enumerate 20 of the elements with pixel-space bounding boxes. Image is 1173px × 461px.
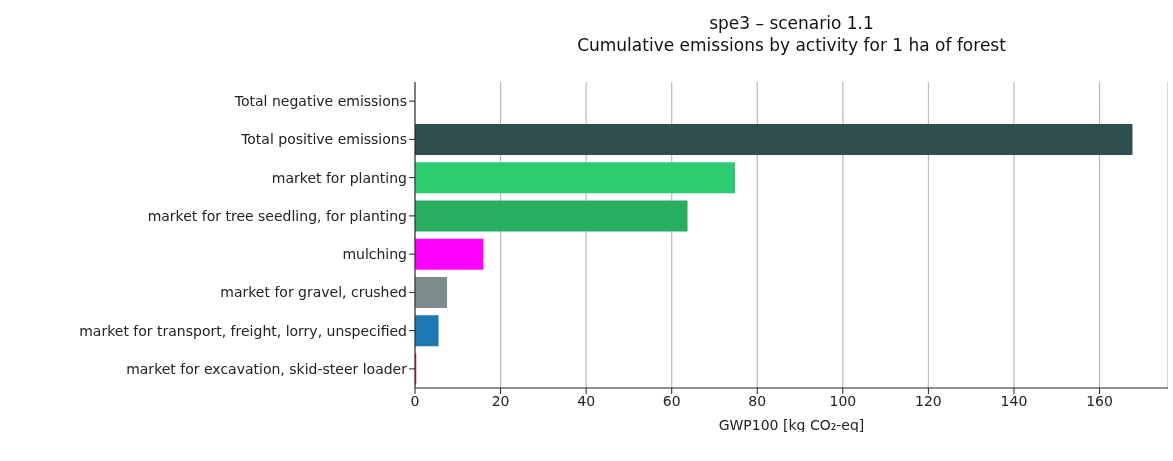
x-tick-label: 160 xyxy=(1086,392,1113,409)
chart-subtitle: Cumulative emissions by activity for 1 ha of forest xyxy=(576,34,1007,56)
x-axis-title: GWP100 [kg CO₂-eq] xyxy=(718,417,865,433)
x-tick-label: 120 xyxy=(915,392,942,409)
y-tick-label: market for tree seedling, for planting xyxy=(147,207,407,224)
y-tick-label: mulching xyxy=(342,246,407,263)
y-tick-label: market for transport, freight, lorry, unspecified xyxy=(79,322,407,339)
x-tick-label: 80 xyxy=(748,392,767,409)
y-tick-label: Total positive emissions xyxy=(240,131,407,148)
y-tick-label: Total negative emissions xyxy=(233,93,407,110)
y-tick-label: market for planting xyxy=(271,169,407,186)
x-tick-label: 0 xyxy=(410,392,420,409)
y-tick-label: market for gravel, crushed xyxy=(220,284,407,301)
x-tick-label: 20 xyxy=(491,392,510,409)
x-tick-label: 40 xyxy=(577,392,596,409)
x-tick-label: 100 xyxy=(829,392,857,409)
chart-title: spe3 – scenario 1.1 xyxy=(708,12,875,34)
x-tick-label: 60 xyxy=(662,392,681,409)
y-tick-label: market for excavation, skid-steer loader xyxy=(126,360,408,377)
x-tick-label: 140 xyxy=(1000,392,1028,409)
